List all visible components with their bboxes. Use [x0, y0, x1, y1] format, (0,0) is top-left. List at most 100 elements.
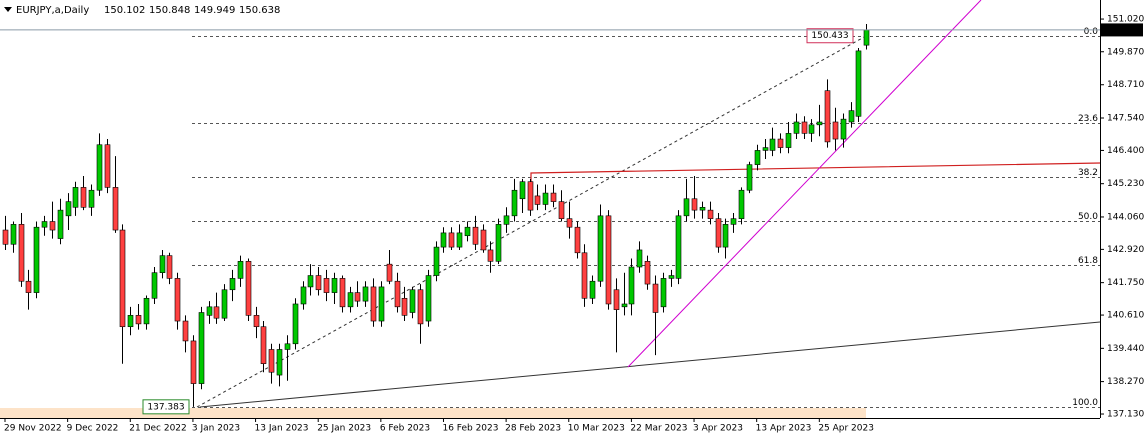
close: 150.638 [239, 5, 280, 16]
candle-body [456, 232, 463, 248]
y-tick-label: 141.750 [1107, 278, 1144, 288]
candle-body [855, 50, 862, 117]
candle-body [229, 278, 236, 291]
price-box-label: 137.383 [147, 402, 184, 412]
candle-body [636, 249, 643, 268]
x-tick-label: 13 Apr 2023 [756, 424, 812, 434]
candle-body [166, 255, 173, 279]
candle-body [174, 278, 181, 322]
candle-body [652, 283, 659, 313]
candle-body [644, 261, 651, 285]
price-band [0, 408, 866, 418]
low: 149.949 [194, 5, 235, 16]
candle-body [574, 226, 581, 254]
candle-body [127, 315, 134, 328]
candle-body [668, 275, 675, 279]
candle-body [746, 164, 753, 191]
candle-body [558, 201, 565, 219]
candle-body [417, 289, 424, 325]
candle-body [660, 278, 667, 308]
y-tick-label: 146.400 [1107, 146, 1144, 156]
candle-body [683, 198, 690, 217]
x-tick-label: 25 Apr 2023 [818, 424, 874, 434]
x-tick-label: 10 Mar 2023 [568, 424, 625, 434]
candle-body [769, 138, 776, 151]
y-tick-label: 151.020 [1107, 15, 1144, 25]
candle-body [863, 29, 870, 46]
y-tick-label: 138.270 [1107, 377, 1144, 387]
x-tick-label: 21 Dec 2022 [129, 424, 187, 434]
candle-body [480, 229, 487, 251]
candle-body [143, 297, 150, 325]
candle-body [88, 189, 95, 208]
candle-body [362, 286, 369, 302]
y-tick-label: 145.230 [1107, 179, 1144, 189]
candle-body [394, 280, 401, 308]
candle-body [832, 121, 839, 140]
y-tick-label: 148.710 [1107, 80, 1144, 90]
candle-body [72, 187, 79, 208]
candle-body [159, 255, 166, 273]
x-tick-label: 6 Feb 2023 [380, 424, 430, 434]
candle-body [589, 280, 596, 299]
candle-body [448, 232, 455, 248]
high: 150.848 [149, 5, 190, 16]
fibo-trend [196, 35, 867, 408]
candle-body [801, 121, 808, 134]
candle-body [675, 215, 682, 279]
candle-body [276, 349, 283, 376]
candle-body [300, 286, 307, 305]
candle-body [260, 326, 267, 364]
fibo-label: 38.2 [1078, 168, 1098, 178]
candle-body [433, 246, 440, 276]
candle-body [315, 275, 322, 291]
menu-arrow[interactable] [4, 7, 12, 12]
candle-body [511, 189, 518, 217]
candle-body [785, 133, 792, 148]
price-box-label: 150.433 [811, 31, 848, 41]
trendline [627, 0, 982, 368]
candle-body [119, 229, 126, 328]
candle-body [808, 124, 815, 134]
y-tick-label: 149.870 [1107, 47, 1144, 57]
candle-body [527, 181, 534, 211]
candle-body [581, 252, 588, 299]
candle-body [190, 340, 197, 384]
candle-body [628, 266, 635, 305]
candle-body [378, 286, 385, 322]
candle-body [339, 278, 346, 308]
candle-body [401, 297, 408, 316]
candle-body [621, 303, 628, 308]
candle-body [425, 275, 432, 322]
candle-body [221, 289, 228, 319]
candle-body [691, 198, 698, 211]
candle-body [762, 147, 769, 151]
open: 150.102 [104, 5, 145, 16]
candle-body [33, 226, 40, 293]
candle-body [65, 201, 72, 217]
y-tick-label: 147.540 [1107, 114, 1144, 124]
y-tick-label: 137.130 [1107, 410, 1144, 420]
price-box [142, 399, 190, 415]
candle-body [41, 221, 48, 228]
candle-body [472, 226, 479, 245]
x-tick-label: 28 Feb 2023 [505, 424, 561, 434]
x-tick-label: 9 Dec 2022 [67, 424, 119, 434]
candle-body [284, 343, 291, 350]
candle-body [793, 121, 800, 134]
candle-body [503, 215, 510, 225]
candle-body [2, 229, 9, 245]
candle-body [253, 315, 260, 328]
candle-body [816, 121, 823, 126]
candle-body [237, 261, 244, 279]
candle-body [151, 272, 158, 299]
x-tick-label: 25 Jan 2023 [317, 424, 371, 434]
trendline [199, 321, 1101, 408]
candle-body [49, 221, 56, 231]
candle-body [104, 144, 111, 188]
candle-body [715, 218, 722, 248]
candle-body [409, 289, 416, 313]
candle-body [707, 209, 714, 219]
